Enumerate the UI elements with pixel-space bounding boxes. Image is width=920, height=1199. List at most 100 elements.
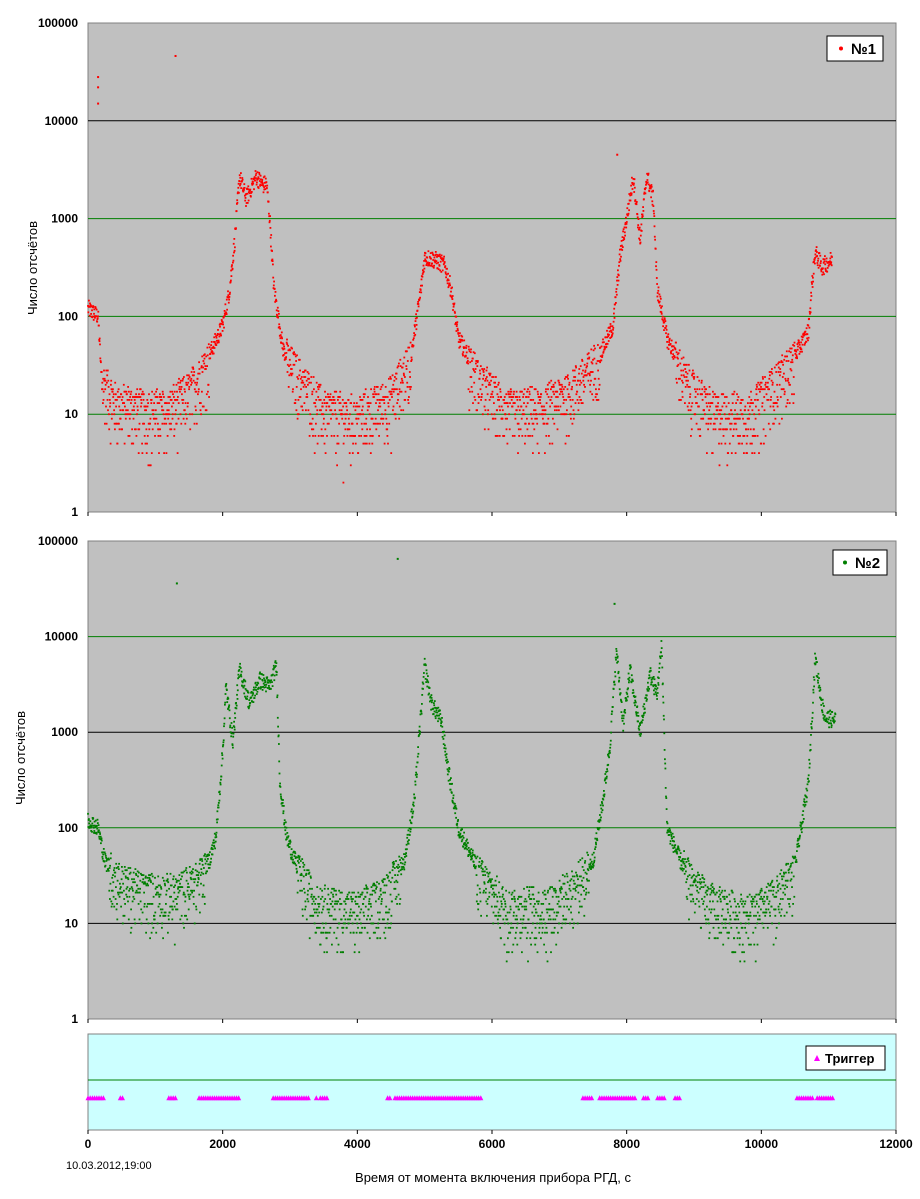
data-point — [728, 893, 731, 896]
data-point — [779, 396, 782, 398]
data-point — [642, 714, 645, 717]
data-point — [384, 413, 387, 416]
data-point — [485, 376, 488, 378]
data-point — [341, 399, 344, 401]
data-point — [695, 884, 697, 887]
data-point — [449, 275, 451, 277]
data-point — [353, 402, 356, 404]
data-point — [398, 866, 401, 868]
data-point — [244, 680, 247, 683]
data-point — [649, 676, 651, 679]
data-point — [830, 263, 832, 265]
data-point — [195, 390, 198, 393]
data-point — [145, 931, 147, 934]
data-point — [559, 889, 562, 892]
data-point — [162, 393, 164, 396]
data-point — [301, 379, 304, 382]
data-point — [426, 685, 429, 688]
data-point — [367, 396, 369, 398]
data-point — [590, 860, 593, 863]
data-point — [254, 694, 256, 697]
data-point — [726, 903, 729, 905]
data-point — [182, 377, 184, 380]
data-point — [364, 926, 366, 929]
data-point — [664, 787, 667, 789]
data-point — [457, 819, 459, 821]
data-point — [415, 324, 418, 326]
data-point — [313, 922, 316, 925]
data-point — [819, 262, 822, 264]
data-point — [750, 895, 753, 898]
data-point — [789, 368, 792, 370]
data-point — [315, 908, 318, 911]
data-point — [645, 697, 647, 699]
data-point — [456, 820, 459, 823]
data-point — [89, 304, 92, 306]
outlier-point — [97, 86, 100, 89]
data-point — [315, 911, 318, 914]
data-point — [259, 677, 262, 680]
data-point — [569, 413, 572, 416]
data-point — [102, 402, 104, 404]
data-point — [614, 671, 616, 673]
data-point — [419, 733, 421, 735]
data-point — [580, 884, 583, 887]
data-point — [289, 842, 291, 845]
data-point — [548, 442, 551, 445]
data-point — [198, 372, 201, 375]
data-point — [498, 908, 501, 911]
data-point — [341, 926, 344, 929]
data-point — [579, 365, 582, 367]
data-point — [293, 861, 296, 864]
data-point — [192, 903, 195, 905]
data-point — [145, 409, 147, 412]
data-point — [444, 754, 447, 756]
data-point — [313, 452, 316, 454]
data-point — [427, 681, 430, 684]
data-point — [290, 374, 293, 377]
data-point — [492, 922, 495, 925]
data-point — [208, 854, 210, 857]
data-point — [711, 889, 713, 892]
data-point — [91, 830, 93, 833]
data-point — [398, 405, 401, 408]
data-point — [618, 676, 621, 679]
data-point — [95, 315, 98, 318]
data-point — [469, 351, 472, 354]
data-point — [248, 706, 250, 708]
data-point — [116, 903, 118, 905]
data-point — [760, 887, 763, 890]
data-point — [144, 882, 147, 885]
data-point — [730, 422, 733, 425]
data-point — [780, 361, 782, 364]
data-point — [503, 402, 506, 404]
data-point — [323, 887, 326, 890]
data-point — [103, 369, 105, 372]
data-point — [783, 390, 786, 393]
data-point — [530, 943, 532, 946]
data-point — [382, 891, 385, 894]
data-point — [750, 402, 753, 404]
data-point — [497, 383, 500, 386]
data-point — [527, 435, 530, 437]
data-point — [161, 926, 163, 929]
data-point — [700, 926, 702, 929]
data-point — [489, 878, 491, 881]
data-point — [708, 937, 711, 940]
data-point — [96, 822, 99, 824]
data-point — [412, 810, 415, 813]
data-point — [259, 184, 261, 187]
data-point — [221, 321, 224, 324]
data-point — [364, 435, 367, 437]
data-point — [192, 368, 195, 370]
data-point — [759, 889, 762, 892]
data-point — [328, 399, 331, 401]
data-point — [306, 371, 309, 373]
data-point — [320, 435, 323, 437]
data-point — [648, 671, 651, 673]
data-point — [479, 857, 481, 860]
data-point — [583, 363, 586, 366]
data-point — [816, 251, 818, 253]
data-point — [152, 417, 155, 420]
data-point — [689, 884, 692, 887]
